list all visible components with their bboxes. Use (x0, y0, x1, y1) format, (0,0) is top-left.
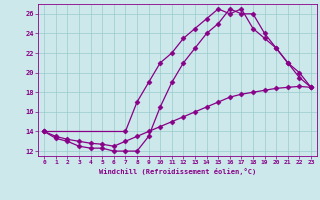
X-axis label: Windchill (Refroidissement éolien,°C): Windchill (Refroidissement éolien,°C) (99, 168, 256, 175)
